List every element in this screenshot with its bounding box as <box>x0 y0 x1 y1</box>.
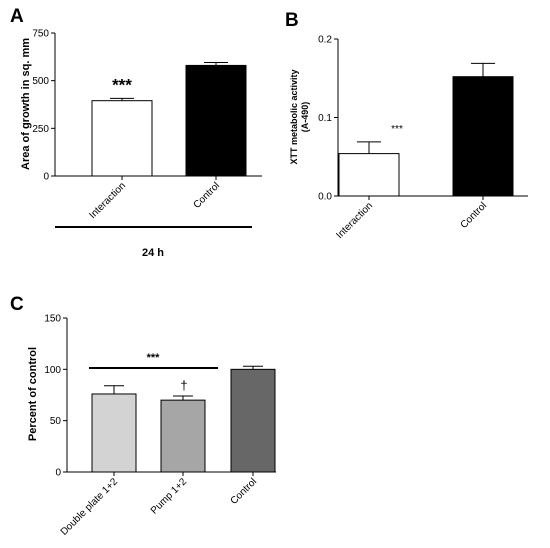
panel-a-y-tick-label: 250 <box>32 124 49 135</box>
panel-a-bar-0 <box>91 100 153 177</box>
panel-b-bar-1 <box>452 76 514 197</box>
panel-b-y-tick-label: 0.1 <box>318 113 332 124</box>
panel-b-letter: B <box>285 10 299 31</box>
panel-b-bar-0 <box>338 153 400 197</box>
panel-a-group-label: 24 h <box>142 247 164 259</box>
panel-a-y-tick-label: 0 <box>43 172 49 183</box>
panel-c: C Percent of control 0 50 100 150 Double pla… <box>10 294 276 538</box>
panel-c-bars <box>91 365 276 473</box>
panel-a-letter: A <box>10 6 24 27</box>
panel-c-letter: C <box>10 294 24 315</box>
panel-a-significance: *** <box>112 75 132 94</box>
panel-b-category-label-0: Interaction <box>334 200 375 241</box>
panel-c-y-tick-label: 100 <box>44 365 61 376</box>
panel-c-bar-1 <box>160 399 206 473</box>
panel-a-category-label-1: Control <box>192 180 223 211</box>
panel-a-bars <box>91 62 247 177</box>
panel-a-y-tick-label: 500 <box>32 76 49 87</box>
panel-a-y-axis-label: Area of growth in sq. mm <box>20 38 32 170</box>
panel-b-y-tick-label: 0.0 <box>318 192 332 203</box>
panel-a-y-tick-label: 750 <box>32 29 49 40</box>
panel-b-y-axis-label-line2: (A-490) <box>300 102 310 133</box>
panel-a-bar-1 <box>185 64 247 177</box>
panel-c-y-axis-label: Percent of control <box>27 347 39 441</box>
panel-c-bar-2 <box>230 368 276 473</box>
panel-a-category-label-0: Interaction <box>87 180 128 221</box>
panel-c-category-label-1: Pump 1+2 <box>149 476 190 517</box>
panel-b-significance: *** <box>391 124 403 135</box>
panel-a: A Area of growth in sq. mm 0 250 500 750 Int… <box>10 6 262 259</box>
panel-b: B XTT metabolic activity (A-490) 0.0 0.1 0… <box>285 10 528 241</box>
panel-c-y-tick-label: 50 <box>50 416 62 427</box>
panel-c-bar-0 <box>91 393 137 473</box>
panel-b-y-tick-label: 0.2 <box>318 35 332 46</box>
panel-c-significance: *** <box>147 352 161 364</box>
panel-c-y-tick-label: 0 <box>55 468 61 479</box>
panel-c-category-label-2: Control <box>229 476 260 507</box>
panel-b-y-axis-label-line1: XTT metabolic activity <box>289 69 299 164</box>
panel-c-dagger-mark: † <box>180 378 187 393</box>
panel-b-bars <box>338 62 514 197</box>
panel-c-category-label-0: Double plate 1+2 <box>59 476 121 538</box>
panel-b-category-label-1: Control <box>459 200 490 231</box>
panel-c-y-tick-label: 150 <box>44 314 61 325</box>
